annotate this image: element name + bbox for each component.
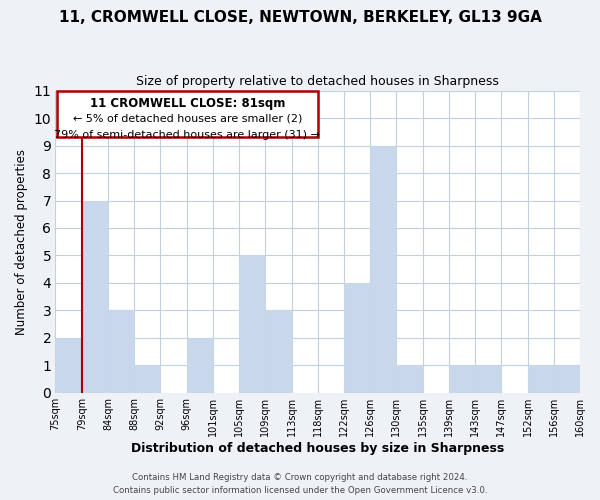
Bar <box>239 256 265 393</box>
Bar <box>475 366 502 393</box>
Bar <box>449 366 475 393</box>
Text: 11 CROMWELL CLOSE: 81sqm: 11 CROMWELL CLOSE: 81sqm <box>89 98 285 110</box>
Bar <box>108 310 134 393</box>
Y-axis label: Number of detached properties: Number of detached properties <box>15 148 28 334</box>
Bar <box>554 366 580 393</box>
Text: 11, CROMWELL CLOSE, NEWTOWN, BERKELEY, GL13 9GA: 11, CROMWELL CLOSE, NEWTOWN, BERKELEY, G… <box>59 10 541 25</box>
Bar <box>344 283 370 393</box>
Text: 79% of semi-detached houses are larger (31) →: 79% of semi-detached houses are larger (… <box>55 130 320 140</box>
Bar <box>55 338 82 393</box>
Bar <box>187 338 213 393</box>
Bar <box>370 146 397 393</box>
X-axis label: Distribution of detached houses by size in Sharpness: Distribution of detached houses by size … <box>131 442 505 455</box>
Bar <box>527 366 554 393</box>
FancyBboxPatch shape <box>57 90 318 138</box>
Bar <box>265 310 292 393</box>
Bar <box>134 366 160 393</box>
Bar <box>82 200 108 393</box>
Title: Size of property relative to detached houses in Sharpness: Size of property relative to detached ho… <box>136 75 499 88</box>
Text: ← 5% of detached houses are smaller (2): ← 5% of detached houses are smaller (2) <box>73 114 302 124</box>
Bar <box>397 366 422 393</box>
Text: Contains HM Land Registry data © Crown copyright and database right 2024.
Contai: Contains HM Land Registry data © Crown c… <box>113 474 487 495</box>
